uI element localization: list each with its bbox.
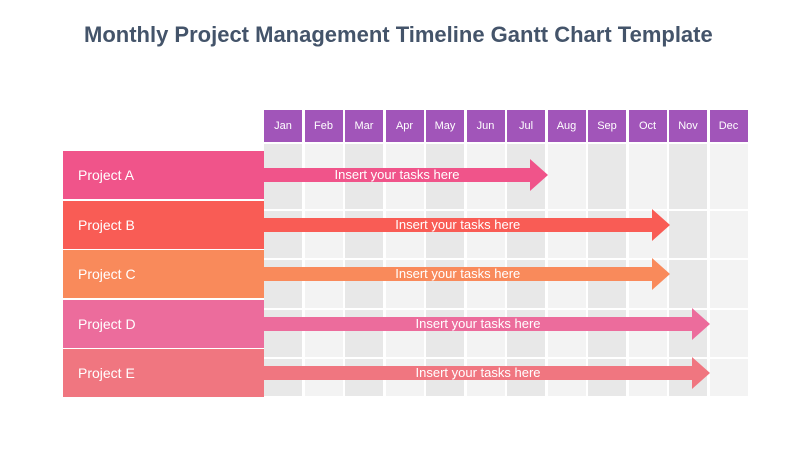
task-arrow: Insert your tasks here <box>264 307 710 340</box>
month-header-aug: Aug <box>547 110 586 142</box>
task-text: Insert your tasks here <box>415 365 541 380</box>
month-header-jan: Jan <box>264 110 302 142</box>
month-header-apr: Apr <box>385 110 424 142</box>
task-text: Insert your tasks here <box>334 167 460 182</box>
task-arrow-head <box>651 208 670 241</box>
month-header-mar: Mar <box>345 110 383 142</box>
task-arrow-shaft <box>264 366 692 380</box>
row-divider <box>264 258 749 260</box>
task-arrow-shaft <box>264 168 530 182</box>
project-label: Project D <box>63 299 264 348</box>
task-arrow-head <box>692 357 710 389</box>
month-header-dec: Dec <box>709 110 748 142</box>
month-header-sep: Sep <box>588 110 626 142</box>
task-text: Insert your tasks here <box>395 216 521 232</box>
month-column-nov <box>669 144 707 396</box>
task-arrow-shaft <box>264 217 652 232</box>
project-label: Project C <box>63 250 264 298</box>
month-header-may: May <box>426 110 464 142</box>
task-arrow: Insert your tasks here <box>264 357 710 389</box>
task-arrow: Insert your tasks here <box>264 208 670 241</box>
task-arrow-head <box>530 159 548 191</box>
month-header-oct: Oct <box>628 110 667 142</box>
task-arrow-shaft <box>264 316 692 331</box>
month-header-jul: Jul <box>507 110 545 142</box>
month-header-feb: Feb <box>304 110 343 142</box>
task-arrow-shaft <box>264 267 652 281</box>
row-divider <box>264 307 749 310</box>
month-header-jun: Jun <box>466 110 505 142</box>
task-arrow-head <box>651 258 670 290</box>
project-label: Project E <box>63 349 264 397</box>
task-text: Insert your tasks here <box>395 266 521 281</box>
month-column-dec <box>709 144 748 396</box>
task-arrow: Insert your tasks here <box>264 159 548 191</box>
task-arrow: Insert your tasks here <box>264 258 670 290</box>
row-divider <box>264 208 749 211</box>
project-label: Project B <box>63 200 264 249</box>
project-label: Project A <box>63 151 264 199</box>
task-text: Insert your tasks here <box>415 315 541 331</box>
row-divider <box>264 357 749 359</box>
page-title: Monthly Project Management Timeline Gant… <box>84 22 713 47</box>
task-arrow-head <box>692 307 710 340</box>
month-header-nov: Nov <box>669 110 707 142</box>
